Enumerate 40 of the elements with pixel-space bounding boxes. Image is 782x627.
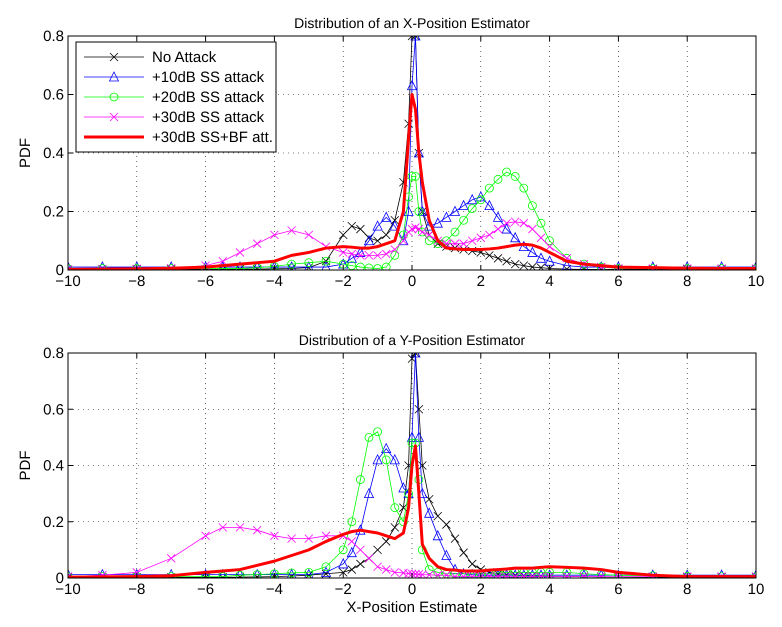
x-tick-label: 6 [614, 581, 623, 598]
x-tick-label: 10 [748, 581, 764, 598]
y-tick-label: 0 [56, 570, 64, 587]
y-tick-label: 0.8 [43, 345, 64, 362]
x-tick-label: 0 [408, 273, 416, 290]
y-tick-label: 0 [56, 262, 64, 279]
y-tick-label: 0.2 [43, 514, 64, 531]
legend-label: +30dB SS attack [152, 109, 265, 126]
x-tick-label: 4 [545, 581, 554, 598]
x-tick-label: −6 [197, 273, 214, 290]
y-tick-label: 0.4 [43, 458, 64, 474]
y-tick-label: 0.8 [43, 28, 64, 45]
x-tick-label: 10 [748, 273, 764, 290]
y-axis-title: PDF [17, 450, 34, 480]
x-tick-label: 0 [408, 581, 416, 598]
legend-label: +10dB SS attack [152, 69, 265, 86]
x-tick-label: 8 [683, 581, 692, 598]
x-tick-label: 4 [545, 273, 554, 290]
y-tick-label: 0.6 [43, 401, 64, 418]
y-tick-label: 0.6 [43, 86, 64, 104]
x-tick-label: −2 [334, 273, 352, 290]
y-axis-title: PDF [17, 138, 34, 168]
x-tick-label: −6 [197, 581, 214, 598]
x-tick-label: 2 [476, 273, 485, 290]
x-tick-label: −4 [266, 581, 283, 598]
legend-label: +20dB SS attack [152, 89, 265, 106]
y-tick-label: 0.2 [43, 204, 64, 220]
x-tick-label: −8 [128, 273, 146, 290]
x-tick-label: 8 [683, 273, 692, 290]
legend-label: No Attack [152, 49, 217, 66]
x-tick-label: −2 [334, 581, 352, 598]
legend-label: +30dB SS+BF att. [152, 129, 273, 146]
x-tick-label: 2 [476, 581, 485, 598]
x-tick-label: −4 [266, 273, 283, 290]
chart-title: Distribution of an X-Position Estimator [294, 15, 530, 31]
x-tick-label: 6 [614, 273, 623, 290]
x-tick-label: −8 [128, 581, 146, 598]
x-axis-title: X-Position Estimate [346, 599, 478, 616]
chart-title: Distribution of a Y-Position Estimator [298, 332, 526, 348]
y-tick-label: 0.4 [43, 145, 64, 162]
